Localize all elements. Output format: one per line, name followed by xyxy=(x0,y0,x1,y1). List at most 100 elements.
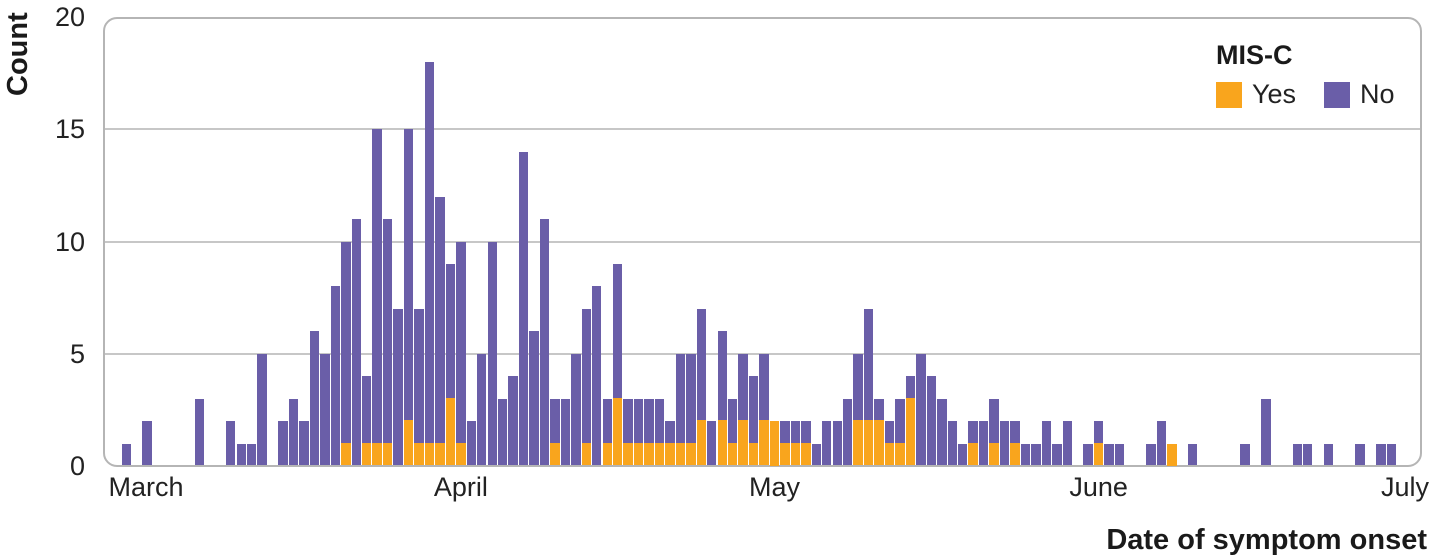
bar-segment-no xyxy=(393,308,403,465)
bar-segment-yes xyxy=(665,442,675,465)
bar-segment-no xyxy=(1376,443,1386,465)
bar-segment-no xyxy=(947,421,957,465)
bar-apr-20 xyxy=(654,398,665,465)
bar-may-29 xyxy=(1062,421,1072,465)
legend: MIS-C Yes No xyxy=(1216,40,1395,108)
x-tick-march: March xyxy=(108,472,184,502)
bar-may-24 xyxy=(1010,421,1020,465)
bar-mar-30 xyxy=(435,196,445,465)
bar-segment-no xyxy=(863,308,874,421)
bar-mar-18 xyxy=(309,331,320,465)
bar-mar-31 xyxy=(445,263,456,465)
bar-segment-yes xyxy=(445,397,456,465)
bar-segment-yes xyxy=(341,442,351,465)
bar-segment-yes xyxy=(780,442,790,465)
bar-segment-no xyxy=(1062,421,1072,465)
legend-title: MIS-C xyxy=(1216,40,1293,70)
bar-apr-5 xyxy=(497,398,508,465)
bar-may-18 xyxy=(947,421,957,465)
bar-segment-yes xyxy=(769,421,780,466)
bar-segment-yes xyxy=(1010,442,1020,465)
bar-segment-no xyxy=(717,331,727,421)
bar-segment-yes xyxy=(717,420,727,465)
bar-may-28 xyxy=(1052,443,1062,465)
bar-mar-17 xyxy=(299,421,309,465)
bar-segment-no xyxy=(748,376,759,443)
bar-segment-no xyxy=(1323,443,1334,465)
bar-jun-2 xyxy=(1104,443,1114,465)
bar-may-25 xyxy=(1020,443,1031,465)
bar-segment-no xyxy=(382,219,393,443)
bar-may-31 xyxy=(1083,443,1093,465)
legend-items: Yes No xyxy=(1216,81,1395,108)
bar-may-2 xyxy=(780,421,790,465)
bar-apr-14 xyxy=(592,286,602,465)
bar-segment-no xyxy=(759,353,769,421)
bar-segment-no xyxy=(1031,443,1041,465)
bar-apr-23 xyxy=(686,353,696,465)
bar-segment-yes xyxy=(989,442,999,465)
bar-segment-no xyxy=(403,129,414,421)
bar-may-20 xyxy=(968,421,978,465)
bar-segment-no xyxy=(278,421,288,465)
bar-segment-yes xyxy=(1093,442,1104,465)
bar-segment-no xyxy=(675,353,686,443)
bar-segment-yes xyxy=(884,442,895,465)
bar-may-4 xyxy=(801,421,811,465)
bar-may-21 xyxy=(978,421,989,465)
bar-segment-no xyxy=(424,61,435,443)
bar-apr-7 xyxy=(518,151,529,465)
bar-segment-no xyxy=(581,308,591,443)
bar-segment-no xyxy=(1083,443,1093,465)
bar-segment-yes xyxy=(414,442,424,465)
y-tick-0: 0 xyxy=(69,451,85,481)
bar-segment-yes xyxy=(790,442,801,465)
bar-jun-23 xyxy=(1323,443,1334,465)
bar-mar-28 xyxy=(414,308,424,465)
bar-segment-yes xyxy=(863,420,874,465)
bar-segment-yes xyxy=(456,442,466,465)
bar-segment-no xyxy=(1188,443,1198,465)
yes-swatch-icon xyxy=(1216,81,1242,108)
bar-apr-4 xyxy=(487,241,497,465)
bar-segment-yes xyxy=(675,442,686,465)
bar-segment-yes xyxy=(623,442,633,465)
bar-segment-no xyxy=(686,353,696,443)
bar-mar-12 xyxy=(247,443,257,465)
bar-mar-19 xyxy=(320,353,330,465)
bar-segment-no xyxy=(247,443,257,465)
bar-segment-yes xyxy=(403,420,414,465)
bar-apr-22 xyxy=(675,353,686,465)
bar-segment-no xyxy=(320,353,330,465)
bar-mar-22 xyxy=(351,219,361,465)
bar-jun-1 xyxy=(1093,421,1104,465)
y-tick-5: 5 xyxy=(69,338,85,369)
bar-jun-28 xyxy=(1376,443,1386,465)
bar-segment-no xyxy=(466,421,476,465)
bar-jun-7 xyxy=(1156,421,1167,465)
bar-segment-no xyxy=(1355,443,1365,465)
bar-segment-no xyxy=(518,151,529,465)
bar-segment-yes xyxy=(759,420,769,465)
bar-mar-2 xyxy=(142,421,152,465)
no-swatch-icon xyxy=(1324,81,1351,108)
bar-segment-no xyxy=(508,376,518,465)
bar-segment-no xyxy=(257,353,267,465)
bar-segment-no xyxy=(435,196,445,443)
bar-apr-17 xyxy=(623,398,633,465)
bar-segment-no xyxy=(926,376,937,465)
bar-apr-30 xyxy=(759,353,769,465)
bar-apr-29 xyxy=(748,376,759,465)
bar-may-5 xyxy=(811,443,822,465)
bar-segment-no xyxy=(560,398,571,465)
bar-apr-2 xyxy=(466,421,476,465)
bar-segment-no xyxy=(226,421,236,465)
bar-segment-yes xyxy=(895,442,905,465)
bar-may-8 xyxy=(843,398,853,465)
bar-segment-no xyxy=(487,241,497,465)
bar-segment-no xyxy=(905,376,916,398)
bar-segment-no xyxy=(539,219,550,465)
bar-may-16 xyxy=(926,376,937,465)
x-tick-april: April xyxy=(433,472,488,502)
